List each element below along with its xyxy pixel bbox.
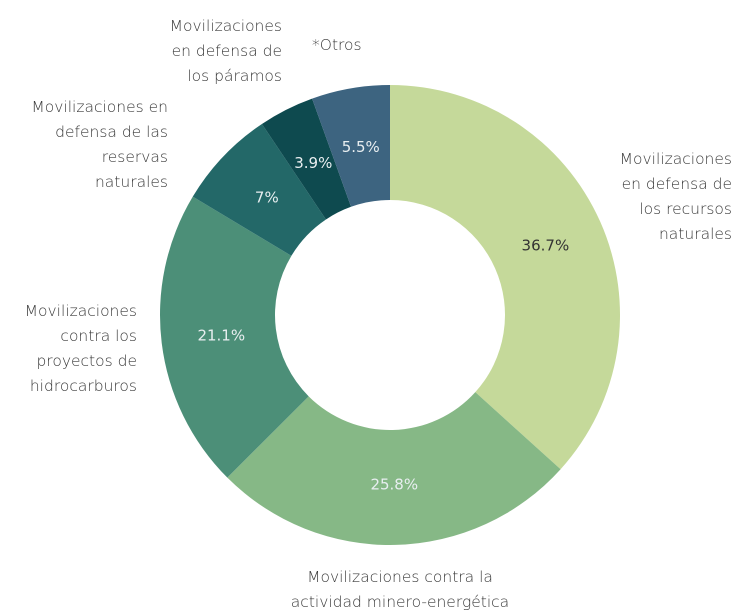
slice: [227, 392, 561, 545]
value-label: 36.7%: [522, 237, 570, 255]
value-label: 3.9%: [294, 154, 332, 172]
slice: [390, 85, 620, 470]
value-label: 5.5%: [342, 138, 380, 156]
category-label: *Otros: [312, 36, 362, 54]
category-label: Movilizaciones contra la actividad miner…: [290, 568, 510, 611]
category-label: Movilizaciones en defensa de las reserva…: [31, 98, 168, 191]
slice: [261, 98, 352, 220]
category-label: Movilizaciones en defensa de los recurso…: [619, 150, 732, 243]
category-label: Movilizaciones en defensa de los páramos: [169, 17, 282, 85]
slice: [312, 85, 390, 207]
slice: [192, 123, 326, 256]
value-label: 7%: [255, 188, 279, 206]
value-label: 25.8%: [370, 475, 418, 493]
value-label: 21.1%: [197, 326, 245, 344]
category-label: Movilizaciones contra los proyectos de h…: [24, 302, 137, 395]
slice: [160, 196, 309, 478]
